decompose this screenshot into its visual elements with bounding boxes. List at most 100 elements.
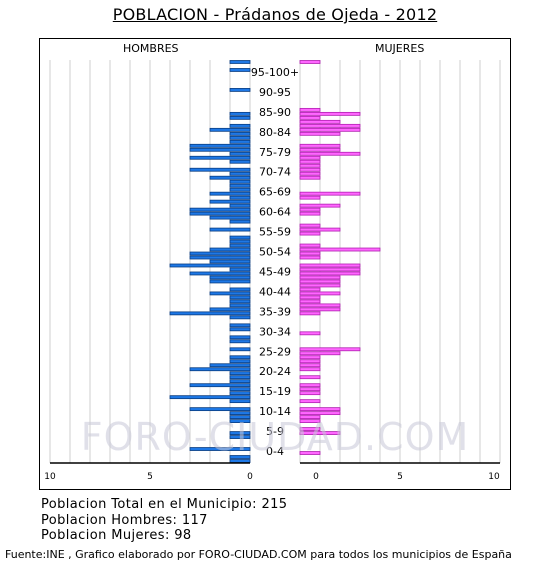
male-bar-age-13 (189, 407, 251, 412)
male-bar-age-55 (229, 239, 251, 244)
female-bar-age-15 (299, 399, 321, 404)
female-bar-age-85 (299, 119, 341, 124)
female-bar-age-67 (299, 191, 361, 196)
left-series-header: HOMBRES (123, 42, 179, 55)
male-bar-age-26 (229, 355, 251, 360)
male-bar-age-43 (229, 287, 251, 292)
age-group-label: 0-4 (266, 445, 284, 458)
male-bar-age-93 (229, 88, 251, 92)
female-bar-age-21 (299, 375, 321, 380)
male-bar-age-82 (229, 131, 251, 136)
male-bar-age-42 (209, 291, 251, 296)
male-bar-age-52 (189, 251, 251, 256)
male-bar-age-38 (209, 307, 251, 312)
female-bar-age-37 (299, 311, 321, 316)
female-bar-age-57 (299, 231, 321, 236)
age-group-label: 50-54 (259, 246, 291, 259)
male-bar-age-63 (189, 207, 251, 212)
female-bar-age-32 (299, 331, 321, 336)
male-bar-age-1 (229, 455, 251, 459)
female-bar-age-2 (299, 451, 321, 455)
male-bar-age-68 (229, 187, 251, 192)
male-bar-age-34 (229, 323, 251, 328)
age-group-label: 95-100+ (251, 66, 299, 79)
female-bar-age-43 (299, 287, 321, 292)
female-bar-age-26 (299, 355, 321, 360)
male-bar-age-84 (229, 123, 251, 128)
female-bar-age-47 (299, 271, 361, 276)
female-bar-age-48 (299, 267, 361, 272)
age-group-label: 80-84 (259, 126, 291, 139)
age-group-label: 10-14 (259, 405, 291, 418)
age-group-label: 5-9 (266, 425, 284, 438)
age-group-label: 45-49 (259, 265, 291, 278)
male-bar-age-50 (209, 259, 251, 264)
female-bar-age-54 (299, 243, 321, 248)
female-bar-age-25 (299, 359, 321, 364)
male-bar-age-54 (229, 243, 251, 248)
male-bar-age-69 (229, 183, 251, 188)
female-bar-age-71 (299, 175, 321, 180)
female-bar-age-23 (299, 367, 321, 372)
male-bar-age-45 (209, 279, 251, 284)
female-bar-age-10 (299, 419, 321, 423)
female-bar-age-86 (299, 115, 321, 120)
male-bar-age-53 (209, 247, 251, 252)
stat-total: Poblacion Total en el Municipio: 215 (41, 497, 288, 512)
male-bar-age-79 (189, 143, 251, 148)
female-bar-age-19 (299, 383, 321, 388)
female-bar-age-41 (299, 295, 321, 300)
male-bar-age-51 (189, 255, 251, 260)
right-series-header: MUJERES (375, 42, 425, 55)
female-bar-age-82 (299, 131, 341, 136)
chart-frame (39, 38, 511, 490)
female-bar-age-76 (299, 155, 321, 160)
male-bar-age-78 (189, 147, 251, 152)
chart-title: POBLACION - Prádanos de Ojeda - 2012 (112, 5, 438, 24)
female-bar-age-66 (299, 195, 321, 200)
male-bar-age-7 (229, 431, 251, 435)
male-bar-age-10 (229, 419, 251, 423)
male-bar-age-30 (229, 339, 251, 344)
male-bar-age-20 (229, 379, 251, 384)
male-bar-age-49 (169, 263, 251, 268)
age-group-label: 25-29 (259, 345, 291, 358)
x-tick-label-left: 0 (247, 472, 253, 482)
x-tick-label-right: 5 (397, 472, 403, 482)
female-bar-age-42 (299, 291, 341, 296)
male-bar-age-22 (229, 371, 251, 376)
female-bar-age-52 (299, 251, 321, 256)
female-bar-age-100 (299, 60, 321, 64)
male-bar-age-76 (189, 155, 251, 160)
female-bar-age-28 (299, 347, 361, 352)
female-bar-age-7 (299, 431, 341, 435)
female-bar-age-18 (299, 387, 321, 392)
male-bar-age-36 (229, 315, 251, 320)
female-bar-age-63 (299, 207, 321, 212)
male-bar-age-61 (209, 215, 251, 220)
x-tick-label-right: 0 (313, 472, 319, 482)
female-bar-age-27 (299, 351, 341, 356)
male-bar-age-98 (229, 68, 251, 72)
female-bar-age-58 (299, 227, 341, 232)
female-bar-age-87 (299, 111, 361, 116)
female-bar-age-72 (299, 171, 321, 176)
female-bar-age-38 (299, 307, 341, 312)
male-bar-age-86 (229, 115, 251, 120)
male-bar-age-81 (229, 135, 251, 140)
male-bar-age-0 (229, 459, 251, 463)
age-group-label: 90-95 (259, 86, 291, 99)
age-group-label: 15-19 (259, 385, 291, 398)
female-bar-age-46 (299, 275, 341, 280)
male-bar-age-77 (229, 151, 251, 156)
male-bar-age-15 (229, 399, 251, 404)
male-bar-age-48 (229, 267, 251, 272)
male-bar-age-24 (209, 363, 251, 368)
male-bar-age-60 (229, 219, 251, 224)
age-group-label: 35-39 (259, 305, 291, 318)
male-bar-age-18 (229, 387, 251, 392)
x-tick-label-left: 10 (44, 472, 56, 482)
x-tick-label-right: 10 (488, 472, 500, 482)
female-bar-age-51 (299, 255, 321, 260)
